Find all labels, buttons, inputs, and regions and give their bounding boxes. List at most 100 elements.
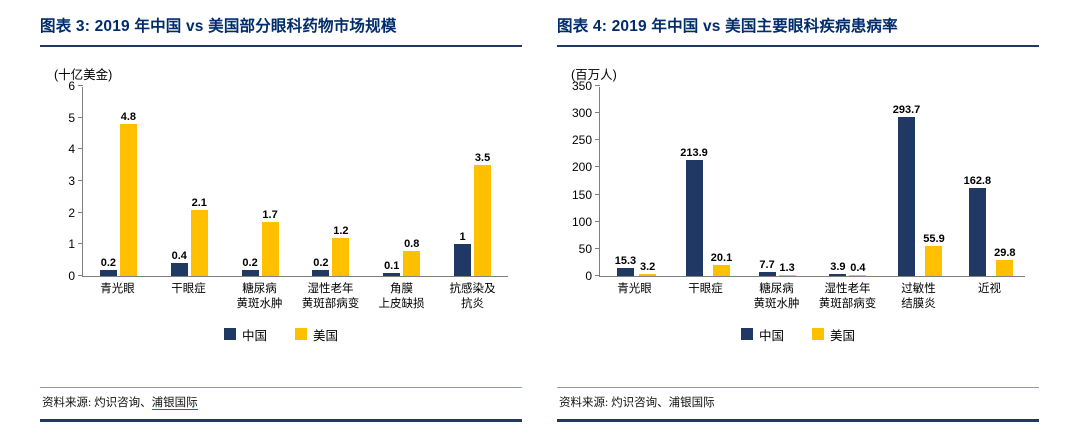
- y-tick-mark: [78, 148, 83, 150]
- category-label: 过敏性 结膜炎: [901, 283, 936, 310]
- bar-value-label: 29.8: [994, 246, 1016, 259]
- bar-with-label: 3.5: [474, 152, 492, 276]
- bar-value-label: 0.8: [404, 237, 420, 250]
- bar-value-label: 293.7: [892, 103, 921, 116]
- bar-with-label: 29.8: [994, 246, 1016, 276]
- y-tick-label: 0: [585, 269, 592, 283]
- figure-3-panel: 图表 3: 2019 年中国 vs 美国部分眼科药物市场规模 (十亿美金) 0 1…: [40, 8, 522, 422]
- y-tick-mark: [595, 85, 600, 86]
- bar-with-label: 0.2: [99, 257, 117, 276]
- y-tick-mark: [78, 243, 83, 245]
- bar-value-label: 55.9: [923, 232, 945, 245]
- bar-美国-干眼症: [190, 209, 208, 276]
- source-link[interactable]: 浦银国际: [151, 397, 198, 410]
- bar-美国-角膜上皮缺损: [403, 250, 421, 276]
- bar-group-4: 0.2 1.2: [295, 225, 366, 276]
- bar-美国-糖尿病黄斑水肿: [778, 275, 796, 276]
- bar-with-label: 213.9: [680, 147, 708, 276]
- source-bar: 资料来源: 灼识咨询、浦银国际: [557, 387, 1039, 422]
- bar-中国-抗感染及抗炎: [454, 244, 472, 276]
- bar-value-label: 0.2: [242, 256, 258, 269]
- bar-with-label: 0.1: [383, 260, 401, 276]
- bar-with-label: 0.4: [170, 250, 188, 276]
- bar-with-label: 3.9: [829, 260, 847, 276]
- category-label: 青光眼: [617, 283, 652, 295]
- bar-value-label: 162.8: [963, 174, 992, 187]
- bar-value-label: 0.4: [171, 250, 187, 263]
- y-tick-mark: [78, 180, 83, 181]
- bar-value-label: 2.1: [191, 196, 207, 209]
- bar-value-label: 3.2: [639, 261, 656, 274]
- figure-3-title: 图表 3: 2019 年中国 vs 美国部分眼科药物市场规模: [40, 18, 397, 35]
- category-label: 糖尿病 黄斑水肿: [753, 283, 800, 310]
- y-tick-mark: [595, 166, 600, 168]
- bar-with-label: 0.8: [403, 237, 421, 276]
- bar-中国-干眼症: [685, 159, 703, 276]
- bar-美国-湿性老年黄斑部病变: [849, 275, 867, 276]
- bar-美国-过敏性结膜炎: [925, 245, 943, 276]
- bar-with-label: 0.2: [312, 256, 330, 276]
- y-tick-label: 6: [68, 79, 75, 93]
- title-rule: [40, 45, 522, 47]
- y-tick-label: 4: [68, 142, 75, 157]
- y-tick-label: 3: [68, 174, 75, 188]
- y-tick-label: 300: [571, 106, 592, 121]
- bar-美国-抗感染及抗炎: [474, 165, 492, 276]
- bar-中国-青光眼: [99, 269, 117, 276]
- legend-label: 美国: [313, 328, 339, 343]
- category-label: 角膜 上皮缺损: [378, 283, 425, 310]
- bar-with-label: 1.2: [332, 225, 350, 276]
- bar-with-label: 293.7: [892, 103, 921, 276]
- source-prefix: 资料来源: 灼识咨询、: [559, 397, 669, 409]
- bar-group-1: 0.2 4.8: [83, 111, 154, 276]
- bar-value-label: 0.4: [850, 262, 866, 274]
- figure-4-title: 图表 4: 2019 年中国 vs 美国主要眼科疾病患病率: [557, 18, 898, 35]
- bar-中国-干眼症: [170, 263, 188, 276]
- bar-value-label: 3.9: [830, 260, 846, 273]
- bar-value-label: 0.2: [313, 256, 329, 269]
- bar-美国-近视: [996, 259, 1014, 276]
- legend: 中国 美国: [557, 325, 1039, 344]
- bar-group-1: 15.3 3.2: [600, 255, 671, 276]
- bar-中国-糖尿病黄斑水肿: [241, 269, 259, 276]
- y-tick-mark: [78, 116, 83, 118]
- bar-with-label: 162.8: [963, 174, 992, 276]
- y-tick-label: 5: [68, 110, 75, 125]
- legend-item-中国: 中国: [223, 325, 267, 344]
- category-label: 青光眼: [100, 283, 135, 295]
- category-label: 湿性老年 黄斑部病变: [818, 283, 877, 310]
- bar-美国-青光眼: [639, 274, 657, 276]
- bar-value-label: 7.7: [759, 258, 775, 271]
- category-label: 近视: [978, 283, 1001, 295]
- y-tick-mark: [78, 275, 83, 276]
- y-tick-mark: [78, 211, 83, 213]
- bar-groups: 15.3 3.2 213.9 20.1 7.7 1.3 3.9 0.4 293.7 55.9 162…: [600, 87, 1025, 276]
- bar-with-label: 3.2: [639, 261, 657, 276]
- bar-group-3: 7.7 1.3: [742, 259, 813, 276]
- y-tick-mark: [595, 220, 600, 222]
- bar-value-label: 4.8: [120, 111, 137, 123]
- source-prefix: 资料来源: 灼识咨询、: [42, 397, 152, 409]
- bar-value-label: 20.1: [710, 252, 733, 265]
- bar-with-label: 4.8: [119, 111, 137, 276]
- y-tick-mark: [595, 139, 600, 141]
- y-tick-label: 2: [68, 205, 75, 220]
- legend-item-美国: 美国: [812, 325, 855, 344]
- bar-group-5: 293.7 55.9: [883, 104, 954, 276]
- y-tick-label: 50: [578, 241, 592, 256]
- bar-value-label: 3.5: [474, 152, 491, 165]
- y-tick-label: 350: [571, 79, 592, 93]
- y-axis-unit-label: (百万人): [571, 68, 617, 82]
- category-axis: 青光眼 干眼症 糖尿病 黄斑水肿 湿性老年 黄斑部病变 过敏性 结膜炎 近视: [599, 282, 1025, 312]
- bar-with-label: 15.3: [615, 255, 636, 276]
- bar-with-label: 20.1: [711, 252, 732, 276]
- bar-groups: 0.2 4.8 0.4 2.1 0.2 1.7 0.2 1.2 0.1 0.8 1 3.5: [83, 87, 508, 276]
- y-tick-label: 250: [571, 133, 592, 148]
- bar-value-label: 1.7: [262, 209, 278, 222]
- category-label: 干眼症: [688, 283, 723, 295]
- y-axis-unit-label: (十亿美金): [54, 68, 113, 82]
- title-rule: [557, 45, 1039, 47]
- legend-item-美国: 美国: [295, 325, 338, 344]
- bar-with-label: 1.7: [261, 209, 279, 276]
